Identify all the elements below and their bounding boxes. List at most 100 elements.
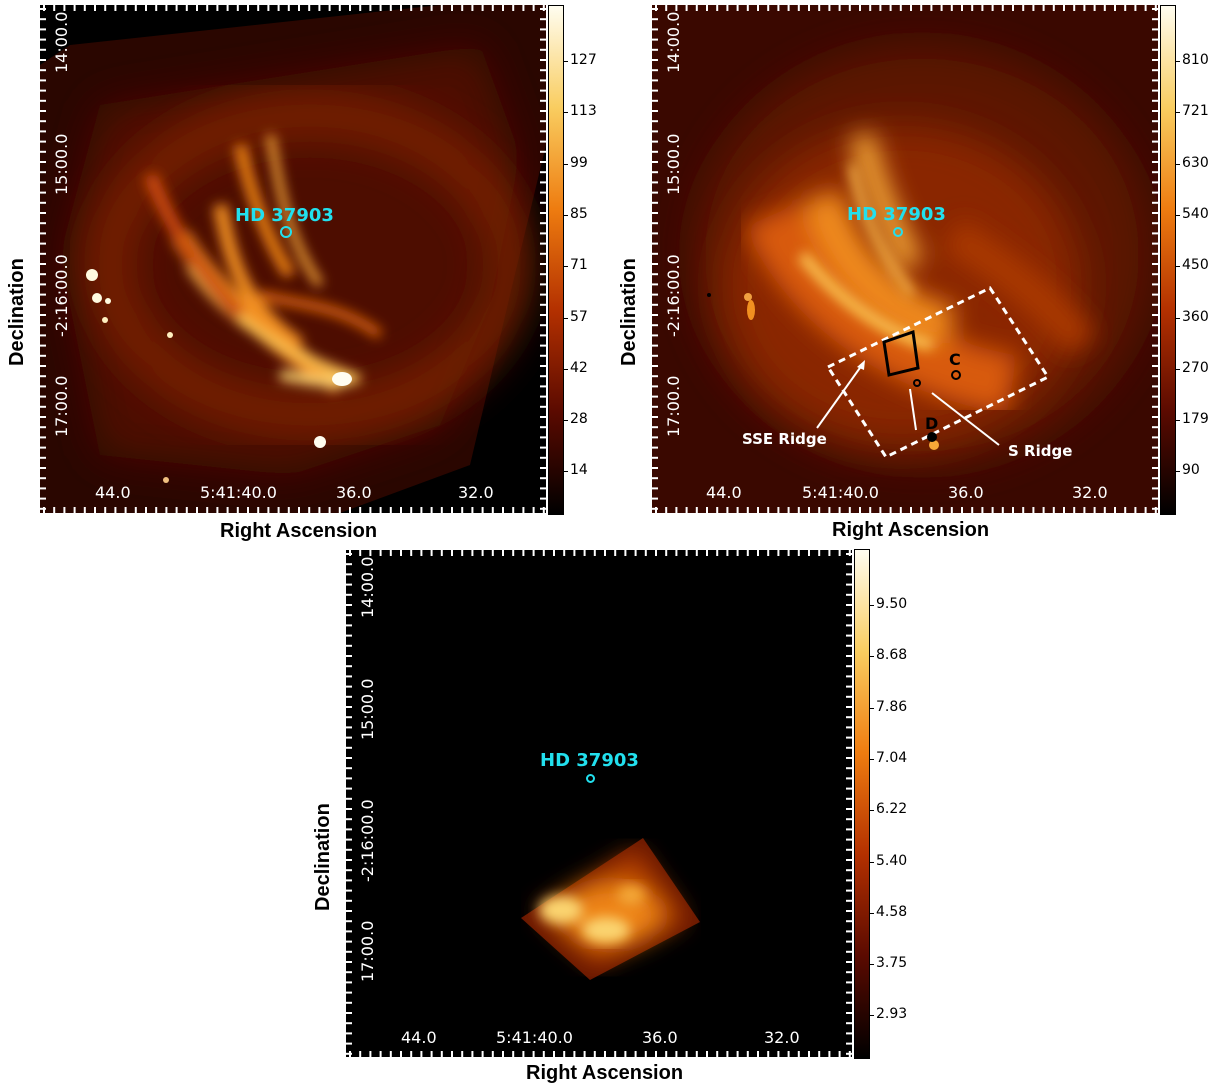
colorbar-tick-label: 113 [570, 103, 597, 120]
colorbar-tick-label: 7.86 [876, 698, 908, 715]
dec-tick: -2:16:00.0 [52, 254, 71, 337]
colorbar-tick-label: 14 [570, 462, 588, 479]
star-marker-hd37903 [280, 226, 292, 238]
nebula-image: HD 37903 44.0 5:41:40.0 36.0 32.0 14:00.… [40, 5, 546, 513]
colorbar-tickmark [1175, 317, 1180, 319]
ra-tick: 5:41:40.0 [496, 1028, 573, 1047]
colorbar-tickmark [1175, 420, 1180, 422]
colorbar-tick-label: 360 [1182, 308, 1209, 325]
ra-tick: 36.0 [642, 1028, 678, 1047]
colorbar [1160, 5, 1176, 515]
colorbar-tickmark [563, 471, 568, 473]
ra-tick: 5:41:40.0 [200, 483, 277, 502]
star-label: HD 37903 [540, 750, 639, 771]
colorbar-tick-label: 7.04 [876, 749, 908, 766]
star-label: HD 37903 [235, 205, 334, 226]
dec-tick: 15:00.0 [664, 133, 683, 195]
dec-tick: 15:00.0 [358, 678, 377, 740]
annotation-c: C [949, 350, 961, 369]
ra-tick: 44.0 [401, 1028, 437, 1047]
ra-tick: 32.0 [1072, 483, 1108, 502]
annotation-s-ridge: S Ridge [1008, 442, 1073, 460]
colorbar-tickmark [1175, 163, 1180, 165]
colorbar-tickmark [869, 707, 874, 709]
colorbar [854, 549, 870, 1059]
colorbar-tick-label: 4.58 [876, 903, 908, 920]
y-axis-title: Declination [312, 803, 334, 911]
colorbar-tick-label: 57 [570, 308, 588, 325]
ra-tick: 32.0 [458, 483, 494, 502]
colorbar-tickmark [1175, 112, 1180, 114]
star-marker-hd37903 [586, 774, 595, 783]
colorbar-tick-label: 42 [570, 359, 588, 376]
x-axis-title: Right Ascension [526, 1062, 684, 1084]
colorbar-tick-label: 71 [570, 257, 588, 274]
nebula-image: HD 37903 SSE Ridge S Ridge C D 44.0 5:41… [652, 5, 1158, 513]
colorbar-tickmark [563, 214, 568, 216]
colorbar-tick-label: 28 [570, 411, 588, 428]
colorbar-tick-label: 127 [570, 52, 597, 68]
colorbar-tickmark [563, 61, 568, 62]
dec-tick: 17:00.0 [52, 375, 71, 437]
colorbar-tickmark [1175, 471, 1180, 473]
colorbar-tickmark [1175, 61, 1180, 62]
colorbar-tick-label: 8.68 [876, 647, 908, 664]
dec-tick: -2:16:00.0 [358, 799, 377, 882]
colorbar-tickmark [869, 810, 874, 812]
dec-tick: 15:00.0 [52, 133, 71, 195]
colorbar-tickmark [563, 112, 568, 114]
colorbar-tick-label: 540 [1182, 205, 1209, 222]
colorbar-tickmark [563, 420, 568, 422]
colorbar-tickmark [563, 266, 568, 268]
dec-tick: 14:00.0 [664, 11, 683, 73]
colorbar-tickmark [869, 605, 874, 606]
colorbar-tick-label: 5.40 [876, 852, 908, 869]
panel-top-left: HD 37903 44.0 5:41:40.0 36.0 32.0 14:00.… [0, 0, 612, 545]
dec-tick: 17:00.0 [358, 920, 377, 982]
colorbar-tick-label: 630 [1182, 154, 1209, 171]
colorbar-tickmark [563, 317, 568, 319]
annotation-sse-ridge: SSE Ridge [742, 430, 827, 448]
colorbar-tick-label: 6.22 [876, 801, 908, 818]
colorbar-tick-label: 810 [1182, 52, 1209, 68]
y-axis-title: Declination [618, 258, 640, 366]
colorbar-tickmark [563, 163, 568, 165]
colorbar-tickmark [1175, 266, 1180, 268]
ra-tick: 44.0 [706, 483, 742, 502]
panel-top-right: HD 37903 SSE Ridge S Ridge C D 44.0 5:41… [612, 0, 1225, 545]
colorbar [548, 5, 564, 515]
colorbar-tickmark [563, 368, 568, 370]
colorbar-tick-label: 179 [1182, 411, 1209, 428]
colorbar-tickmark [869, 1015, 874, 1017]
colorbar-tickmark [869, 912, 874, 914]
colorbar-tick-label: 99 [570, 154, 588, 171]
dec-tick: -2:16:00.0 [664, 254, 683, 337]
colorbar-tickmark [1175, 214, 1180, 216]
ra-tick: 5:41:40.0 [802, 483, 879, 502]
colorbar-tickmark [869, 861, 874, 863]
colorbar-tick-label: 450 [1182, 257, 1209, 274]
ra-tick: 36.0 [336, 483, 372, 502]
ra-tick: 32.0 [764, 1028, 800, 1047]
colorbar-tickmark [869, 656, 874, 658]
x-axis-title: Right Ascension [832, 519, 990, 541]
ra-tick: 44.0 [95, 483, 131, 502]
colorbar-tick-label: 9.50 [876, 596, 908, 612]
dec-tick: 14:00.0 [52, 11, 71, 73]
x-axis-title: Right Ascension [220, 520, 378, 542]
colorbar-tick-label: 85 [570, 205, 588, 222]
ra-tick: 36.0 [948, 483, 984, 502]
panel-bottom: HD 37903 44.0 5:41:40.0 36.0 32.0 14:00.… [306, 545, 919, 1088]
colorbar-tick-label: 2.93 [876, 1006, 908, 1023]
colorbar-tickmark [1175, 368, 1180, 370]
y-axis-title: Declination [6, 258, 28, 366]
star-marker-hd37903 [893, 227, 903, 237]
nebula-image: HD 37903 44.0 5:41:40.0 36.0 32.0 14:00.… [346, 550, 852, 1057]
colorbar-tickmark [869, 964, 874, 966]
colorbar-tick-label: 721 [1182, 103, 1209, 120]
colorbar-tick-label: 3.75 [876, 955, 908, 972]
annotation-d: D [925, 414, 939, 433]
colorbar-tickmark [869, 758, 874, 760]
colorbar-tick-label: 270 [1182, 359, 1209, 376]
star-label: HD 37903 [847, 204, 946, 225]
